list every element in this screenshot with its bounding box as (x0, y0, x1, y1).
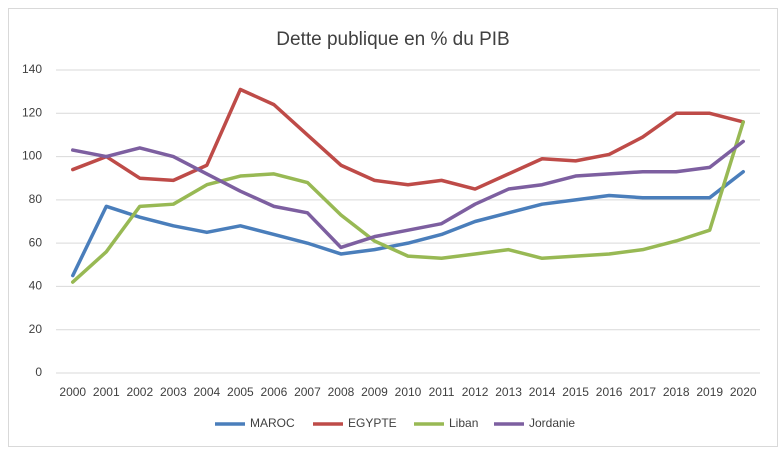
x-tick-label: 2005 (227, 385, 254, 399)
legend-label: Liban (449, 416, 478, 430)
y-tick-label: 100 (22, 149, 42, 163)
x-tick-label: 2002 (126, 385, 153, 399)
x-tick-label: 2006 (261, 385, 288, 399)
legend-label: MAROC (250, 416, 295, 430)
x-tick-label: 2011 (429, 385, 455, 399)
y-tick-label: 140 (22, 62, 42, 76)
x-tick-label: 2014 (529, 385, 556, 399)
x-tick-label: 2010 (395, 385, 422, 399)
x-tick-label: 2003 (160, 385, 187, 399)
legend-label: EGYPTE (348, 416, 397, 430)
series-line (71, 139, 745, 250)
x-tick-label: 2009 (361, 385, 388, 399)
y-tick-label: 80 (29, 192, 43, 206)
x-tick-label: 2017 (629, 385, 656, 399)
x-tick-label: 2019 (696, 385, 723, 399)
x-tick-label: 2018 (663, 385, 690, 399)
y-tick-label: 120 (22, 105, 42, 119)
series-line (71, 87, 745, 191)
x-tick-label: 2016 (596, 385, 623, 399)
y-tick-label: 20 (29, 322, 43, 336)
x-tick-label: 2015 (562, 385, 589, 399)
chart-title: Dette publique en % du PIB (276, 29, 509, 50)
x-tick-label: 2007 (294, 385, 321, 399)
series-line (71, 169, 745, 278)
x-tick-label: 2012 (462, 385, 489, 399)
legend-label: Jordanie (529, 416, 575, 430)
series-line (71, 120, 745, 284)
x-tick-label: 2001 (93, 385, 120, 399)
y-tick-label: 60 (29, 235, 43, 249)
x-tick-label: 2013 (495, 385, 522, 399)
x-tick-label: 2000 (59, 385, 86, 399)
x-tick-label: 2004 (194, 385, 221, 399)
y-tick-label: 0 (35, 365, 42, 379)
x-tick-label: 2020 (730, 385, 757, 399)
y-tick-label: 40 (29, 279, 43, 293)
x-tick-label: 2008 (328, 385, 355, 399)
